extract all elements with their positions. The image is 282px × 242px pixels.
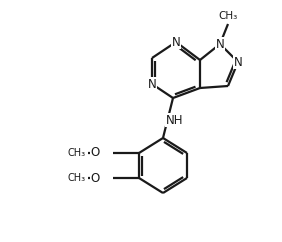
- Text: N: N: [172, 36, 180, 48]
- Text: N: N: [147, 77, 157, 91]
- Text: O: O: [91, 172, 100, 184]
- Text: NH: NH: [166, 113, 184, 127]
- Text: N: N: [216, 38, 224, 51]
- Text: CH₃: CH₃: [68, 148, 86, 158]
- Text: CH₃: CH₃: [68, 173, 86, 183]
- Text: CH₃: CH₃: [218, 11, 238, 21]
- Text: O: O: [91, 146, 100, 159]
- Text: N: N: [233, 55, 242, 68]
